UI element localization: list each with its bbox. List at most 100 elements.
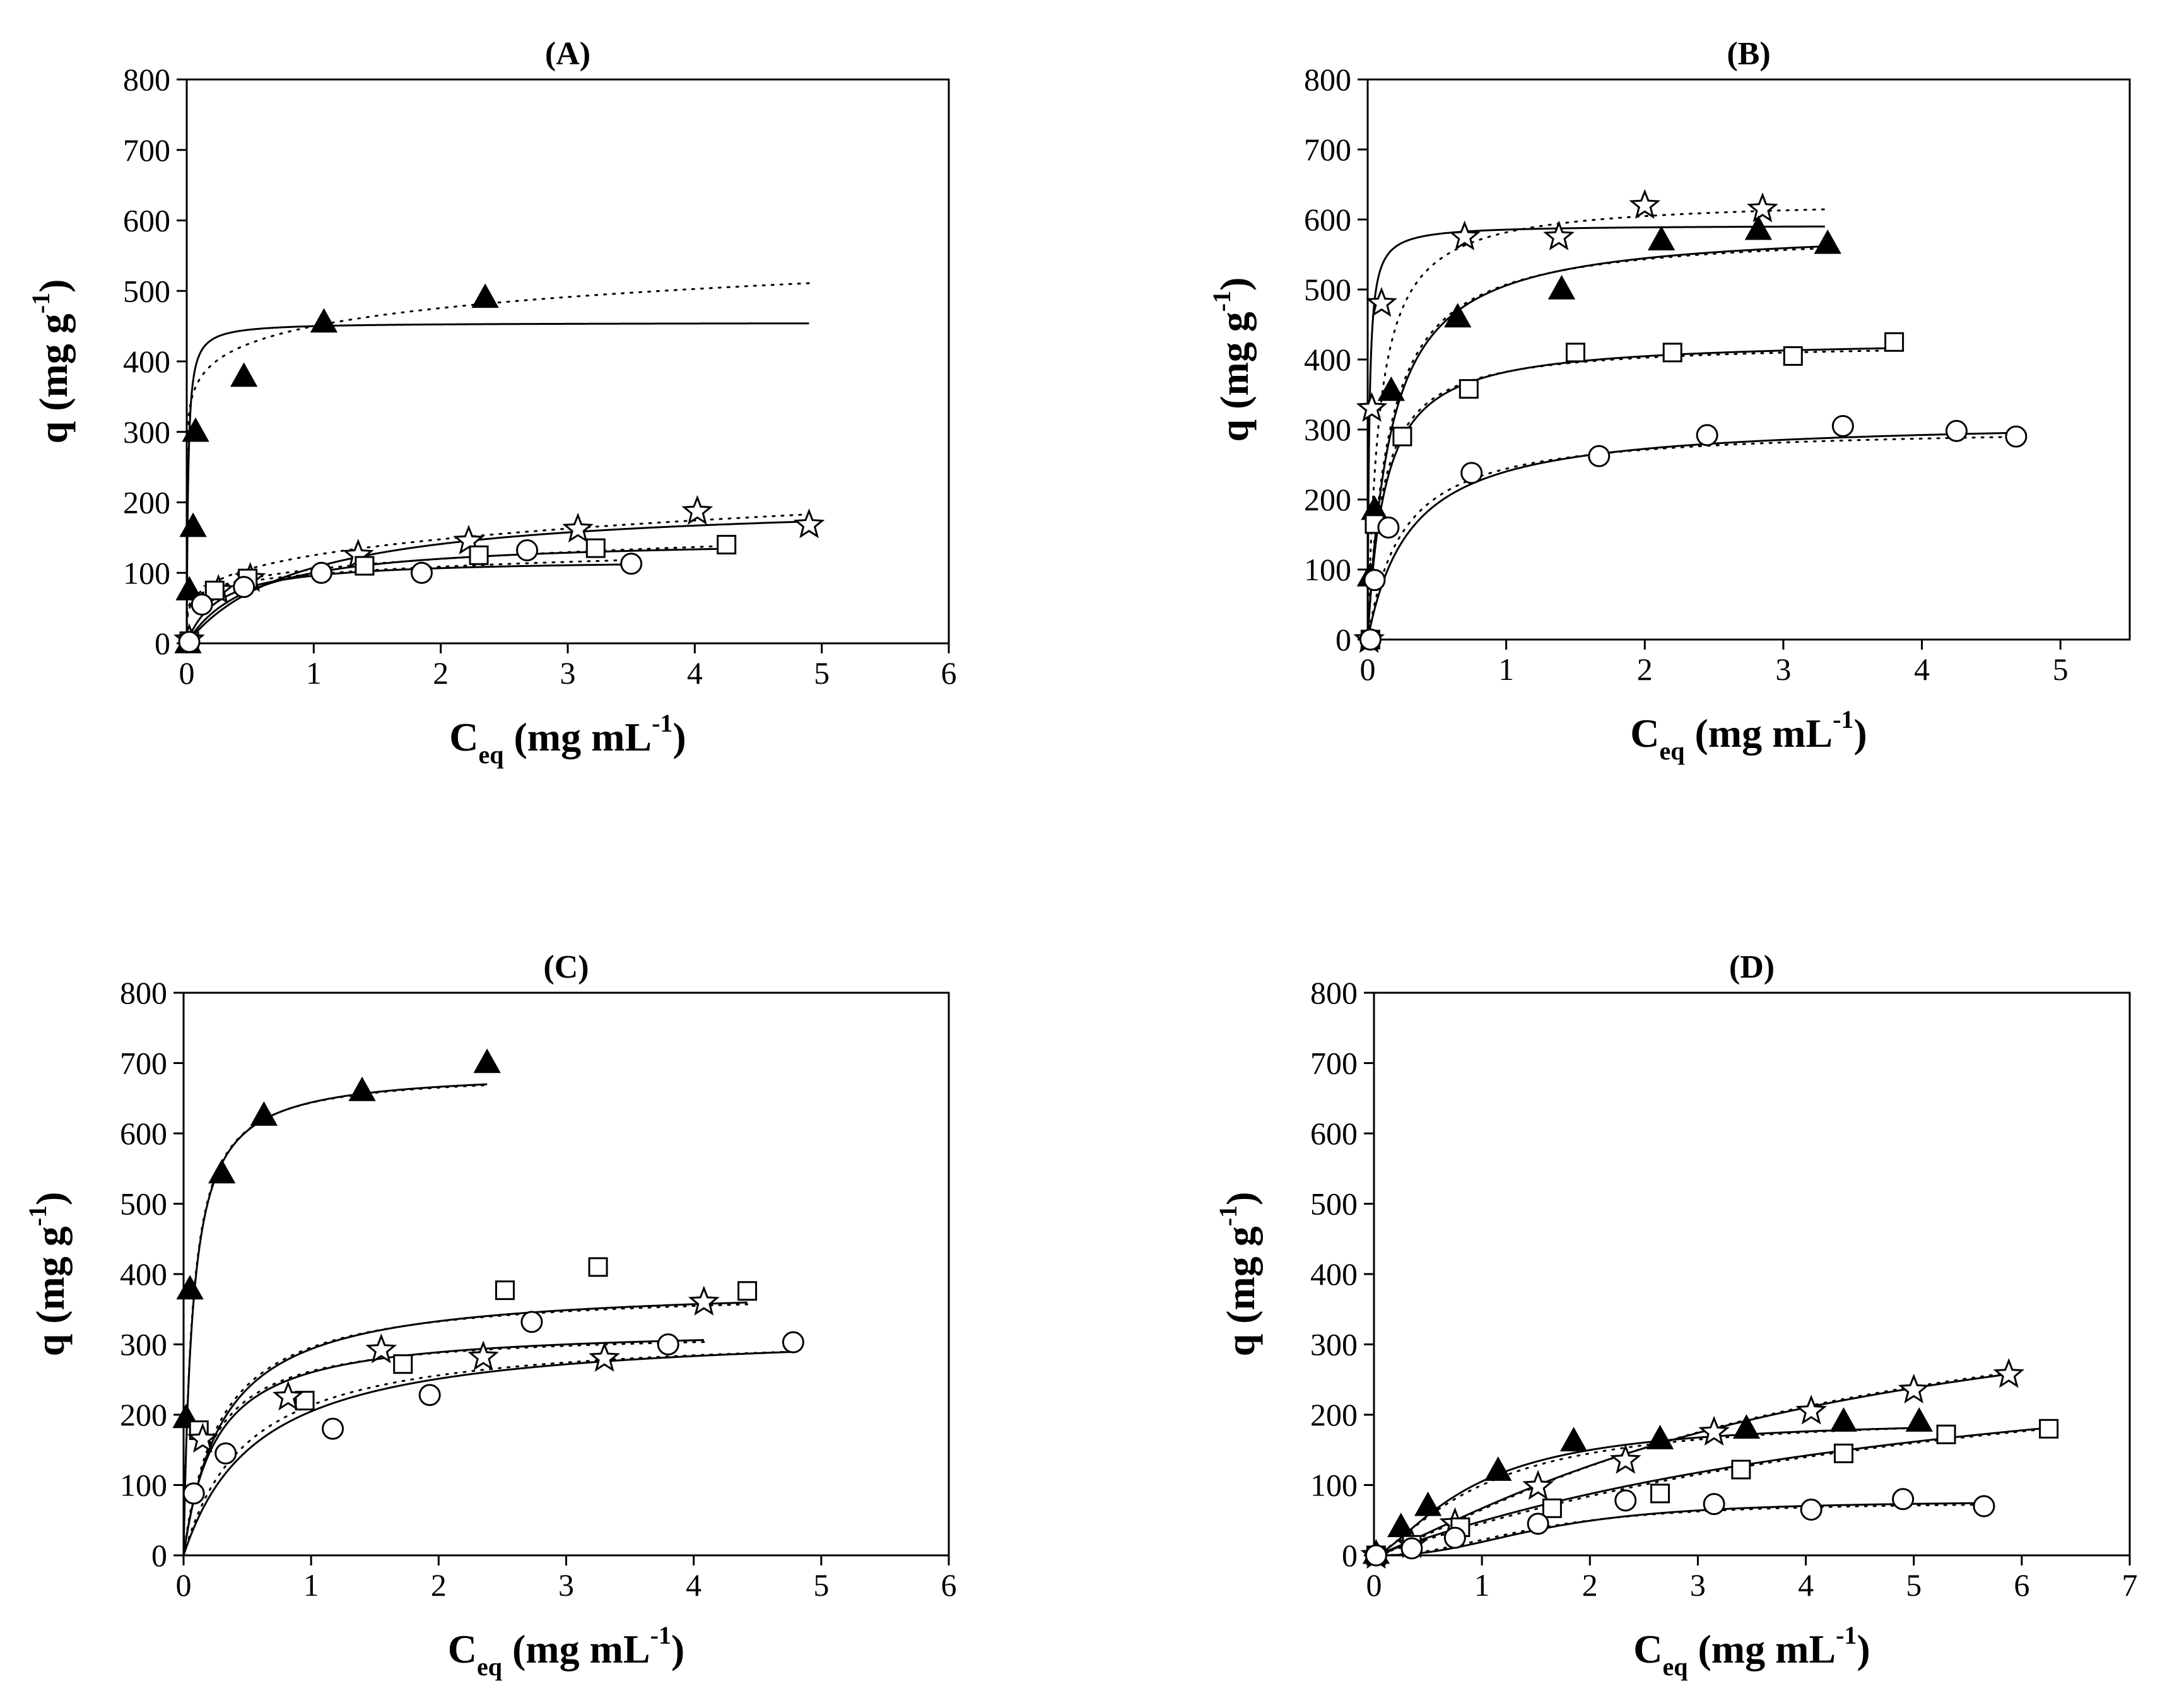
panel-c-x-axis-label: Ceq (mg mL-1) [448,1621,684,1681]
panel-c-series-open-star [187,1285,720,1453]
panel-b-x-tick-label-4: 4 [1914,652,1930,687]
panel-a-series-open-star [173,494,825,653]
panel-a-y-tick-label-8: 800 [123,62,170,97]
panel-c-fit-open-circle-dotted [184,1350,794,1555]
panel-d-y-tick-label-3: 300 [1310,1327,1358,1362]
panel-d-circle-marker-4 [1614,1489,1637,1512]
panel-b-x-tick-label-2: 2 [1637,652,1653,687]
panel-d-circle-marker-2 [1443,1526,1466,1549]
panel-c-y-tick-label-7: 700 [120,1046,167,1081]
panel-a-x-tick-label-1: 1 [306,655,322,691]
panel-d-square-marker-5 [1731,1459,1751,1480]
panel-c-square-marker-2 [393,1354,413,1374]
panel-d-star-marker-3 [1522,1470,1554,1500]
panel-b-series-open-square [1360,332,1905,650]
panel-a-star-marker-5 [562,512,594,543]
panel-c-triangle-marker-1 [176,1275,204,1300]
panel-a-y-axis-label: q (mg g-1) [26,279,76,444]
panel-b-star-marker-3 [1448,220,1481,250]
panel-d-y-tick-label-2: 200 [1310,1397,1358,1432]
panel-b-star-marker-6 [1747,192,1778,223]
panel-b-star-marker-1 [1356,392,1388,422]
panel-c-y-tick-label-2: 200 [120,1397,167,1432]
panel-b-fit-open-square-solid [1368,347,1894,640]
panel-d-circle-marker-5 [1703,1493,1725,1516]
panel-c-square-marker-5 [737,1281,758,1301]
panel-c-square-marker-4 [588,1257,608,1277]
panel-a-x-tick-label-5: 5 [814,655,830,691]
panel-d-circle-marker-0 [1365,1544,1387,1567]
panel-c-fit-open-circle-solid [184,1350,794,1555]
panel-c-star-marker-3 [467,1340,499,1371]
panel-d-plot-frame [1373,991,2131,1557]
panel-d-y-tick-label-4: 400 [1310,1256,1358,1292]
panel-a-circle-marker-5 [516,539,539,561]
panel-d-square-marker-6 [1833,1443,1853,1463]
panel-a-circle-marker-0 [178,631,201,653]
panel-c-series-open-circle [182,1311,804,1505]
panel-a-fit-open-star-solid [187,520,809,643]
panel-c-y-tick-label-3: 300 [120,1327,167,1362]
panel-c-circle-marker-1 [214,1442,237,1465]
panel-b-circle-marker-8 [2005,425,2028,448]
panel-d-series-open-circle [1365,1488,1995,1567]
panel-d-y-tick-label-5: 500 [1310,1186,1358,1222]
panel-d-y-tick-label-1: 100 [1310,1468,1358,1503]
panel-d-square-marker-3 [1542,1498,1562,1518]
panel-a-series-filled-triangle [174,283,499,653]
panel-b-x-tick-label-1: 1 [1498,652,1514,687]
panel-d-x-tick-label-6: 6 [2014,1567,2029,1603]
panel-c-circle-marker-5 [657,1333,679,1355]
panel-d-x-tick-label-2: 2 [1582,1567,1598,1603]
panel-a-triangle-marker-1 [175,576,203,600]
panel-b-y-axis-label: q (mg g-1) [1207,278,1257,442]
panel-c-star-marker-1 [273,1380,304,1411]
panel-d-triangle-marker-8 [1905,1407,1933,1432]
panel-a-title: (A) [545,36,590,72]
panel-b-square-marker-4 [1565,342,1585,363]
panel-a-y-tick-label-7: 700 [123,132,170,168]
panel-d-y-tick-label-7: 700 [1310,1046,1358,1081]
panel-c-square-marker-3 [495,1280,515,1301]
panel-a-x-tick-label-0: 0 [179,655,195,691]
panel-d-fit-open-circle-dotted [1374,1504,1985,1555]
panel-c-circle-marker-2 [322,1417,344,1440]
panel-c-triangle-marker-5 [473,1048,501,1073]
panel-b-x-tick-label-3: 3 [1775,652,1791,687]
panel-c-fit-filled-triangle-solid [184,1083,488,1555]
panel-b-fit-open-square-dotted [1368,349,1896,640]
panel-a-x-tick-label-4: 4 [687,655,703,691]
panel-d-triangle-marker-4 [1559,1427,1588,1452]
panel-b-square-marker-3 [1459,379,1479,399]
panel-a-y-tick-label-4: 400 [123,344,170,379]
panel-c-x-tick-label-2: 2 [431,1567,447,1603]
panel-d-triangle-marker-3 [1484,1456,1512,1481]
panel-a-triangle-marker-3 [182,417,209,442]
panel-b-y-tick-label-6: 600 [1304,202,1351,237]
panel-c-star-marker-5 [688,1285,720,1316]
panel-a-triangle-marker-2 [179,512,207,537]
panel-a-fit-filled-triangle-dotted [187,282,811,584]
panel-a-star-marker-6 [681,494,713,525]
panel-a-y-tick-label-1: 100 [123,555,170,590]
panel-d-square-marker-7 [1936,1424,1956,1444]
panel-c-circle-marker-4 [520,1311,543,1333]
panel-d-triangle-marker-1 [1387,1512,1415,1538]
panel-b-triangle-marker-3 [1444,303,1472,328]
panel-d-square-marker-8 [2039,1418,2059,1439]
panel-d-star-marker-4 [1609,1444,1641,1474]
panel-b: (B) 0 1 2 3 4 5 0 100 200 300 400 500 600 700 800 Ceq (m… [1207,36,2131,765]
panel-d-fit-open-square-solid [1374,1427,2049,1555]
panel-d-triangle-marker-5 [1646,1424,1674,1449]
panel-a-circle-marker-3 [310,561,332,584]
panel-b-x-axis-label: Ceq (mg mL-1) [1630,705,1867,765]
panel-c-triangle-marker-4 [348,1077,376,1101]
panel-c-circle-marker-6 [782,1331,804,1354]
panel-a-y-tick-label-5: 500 [123,273,170,308]
panel-a-y-tick-label-0: 0 [155,626,170,661]
panel-b-star-marker-2 [1366,287,1397,317]
panel-d-x-tick-label-7: 7 [2122,1567,2138,1603]
panel-a-x-tick-label-3: 3 [560,655,576,691]
panel-b-series-open-star [1353,189,1778,653]
